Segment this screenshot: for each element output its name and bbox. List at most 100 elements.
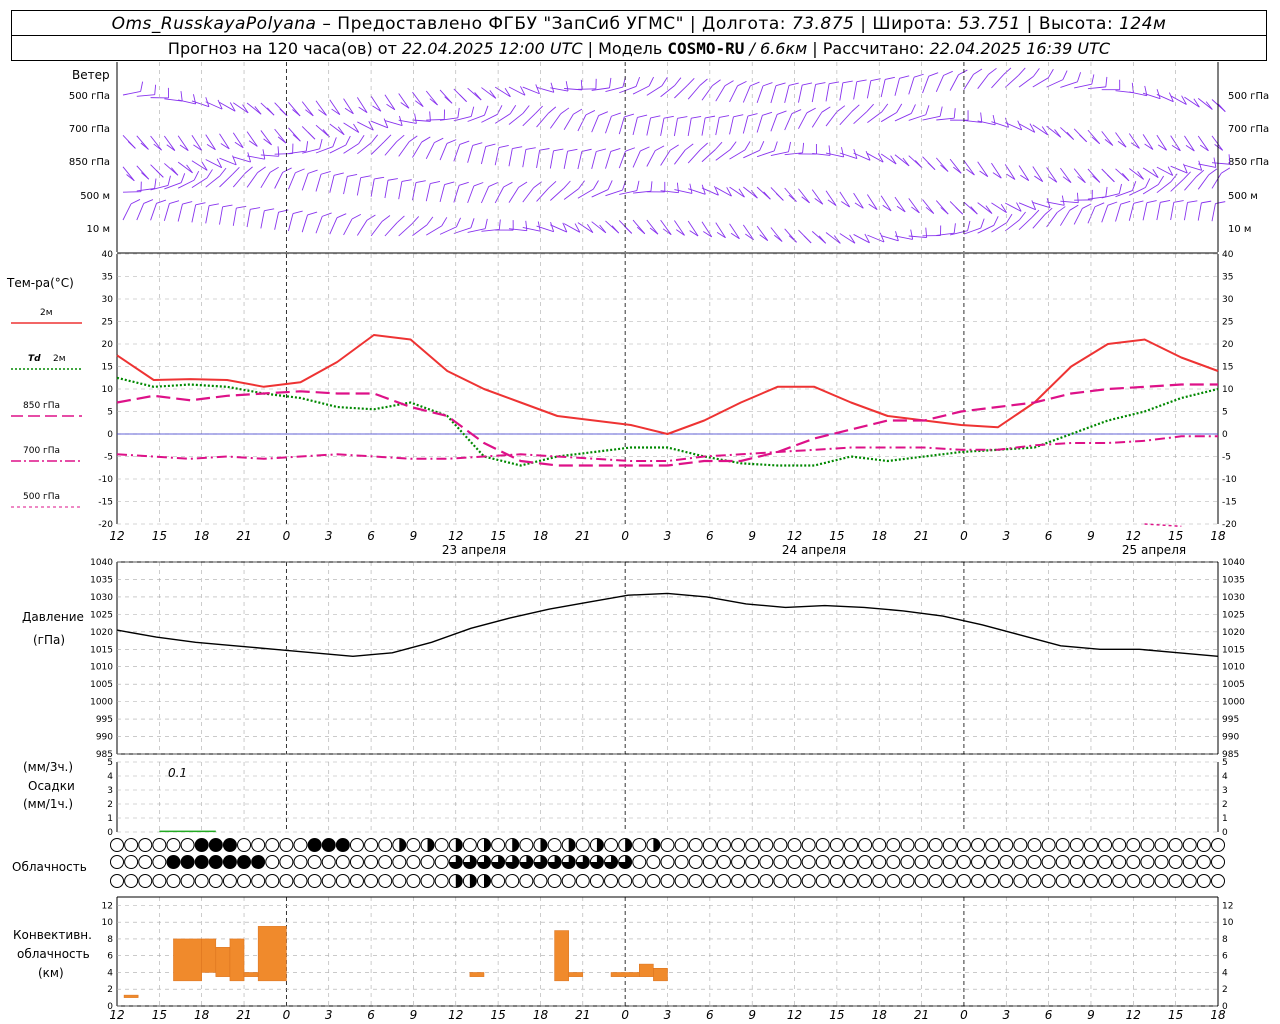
wind-barb-shaft xyxy=(1184,96,1200,108)
cloud-circle xyxy=(956,838,971,852)
wind-barb-feather xyxy=(232,166,240,175)
forecast-time: 22.04.2025 12:00 UTC xyxy=(401,39,583,58)
pressure-tick-label-right: 990 xyxy=(1222,733,1239,743)
temp-tick-label-right: -20 xyxy=(1222,520,1237,530)
wind-barb-feather xyxy=(686,77,695,86)
conv-bar xyxy=(639,963,654,977)
bottom-x-tick-label: 9 xyxy=(1087,1008,1095,1022)
wind-barb-shaft xyxy=(908,198,920,214)
wind-barb-feather xyxy=(663,115,674,119)
precip-tick-label: 0 xyxy=(107,828,113,838)
wind-barb-shaft xyxy=(522,187,534,203)
pressure-tick-label: 1015 xyxy=(90,645,113,655)
cloud-circle xyxy=(985,838,1000,852)
cloud-circle xyxy=(1126,874,1141,888)
wind-barb-feather xyxy=(550,222,555,232)
bottom-x-tick-label: 12 xyxy=(109,1008,124,1022)
wind-barb-feather xyxy=(801,196,810,204)
wind-barb-shaft xyxy=(673,118,678,137)
wind-barb-shaft xyxy=(384,222,398,237)
wind-barb-shaft xyxy=(1087,206,1096,224)
wind-barb-shaft xyxy=(715,222,726,239)
wind-barb-shaft xyxy=(329,175,335,193)
wind-barb-feather xyxy=(1105,186,1108,197)
wind-barb-feather xyxy=(374,176,385,180)
wind-barb-shaft xyxy=(246,102,262,115)
cloud-circle xyxy=(1154,874,1169,888)
conv-title-2: облачность xyxy=(17,947,90,961)
cloud-circle xyxy=(985,855,1000,869)
cloud-circle xyxy=(900,838,915,852)
cloud-fill xyxy=(469,874,477,888)
cloud-circle xyxy=(1196,855,1211,869)
wind-barb-shaft xyxy=(150,135,162,151)
cloud-fill xyxy=(540,838,547,852)
wind-barb-shaft xyxy=(743,149,760,159)
wind-barb-shaft xyxy=(825,232,841,244)
wind-barb-shaft xyxy=(522,86,540,95)
wind-barb-feather xyxy=(143,199,154,204)
wind-barb-feather xyxy=(504,88,511,97)
wind-barb-feather xyxy=(351,213,362,220)
wind-barb-feather xyxy=(307,131,316,140)
cloud-circle xyxy=(844,838,858,852)
cloud-circle xyxy=(674,838,689,852)
wind-barb-feather xyxy=(635,76,641,87)
cloud-fill xyxy=(427,838,435,852)
wind-barb-shaft xyxy=(825,83,830,102)
cloud-circle xyxy=(731,838,746,852)
wind-barb-shaft xyxy=(701,149,716,163)
wind-barb-feather xyxy=(610,148,621,152)
wind-barb-shaft xyxy=(839,152,858,160)
cloud-circle xyxy=(886,874,901,888)
pressure-tick-label-right: 1020 xyxy=(1222,628,1245,638)
wind-barb-feather xyxy=(563,180,571,189)
wind-barb-shaft xyxy=(219,174,233,188)
wind-barb-shaft xyxy=(343,176,348,195)
precip-tick-label: 5 xyxy=(107,758,113,768)
conv-bar xyxy=(173,938,202,982)
wind-barb-feather xyxy=(565,81,569,92)
wind-barb-feather xyxy=(716,231,726,239)
cloud-circle xyxy=(378,874,393,888)
temp-x-tick-label: 6 xyxy=(1045,529,1053,543)
wind-barb-shaft xyxy=(136,94,155,97)
cloud-circle xyxy=(815,838,830,852)
wind-barb-feather xyxy=(208,203,219,207)
wind-barb-shaft xyxy=(522,149,527,168)
wind-barb-feather xyxy=(548,181,557,189)
pressure-line xyxy=(116,592,1219,658)
wind-barb-shaft xyxy=(549,113,562,129)
wind-barb-shaft xyxy=(632,85,650,95)
wind-barb-feather xyxy=(939,106,943,117)
temp-x-tick-label: 0 xyxy=(621,529,629,543)
wind-barb-shaft xyxy=(853,111,868,124)
wind-barb-feather xyxy=(411,216,420,225)
cloud-circle xyxy=(773,874,788,888)
temp-x-tick-label: 0 xyxy=(960,529,968,543)
cloud-fill xyxy=(336,838,350,852)
conv-tick-label-right: 12 xyxy=(1222,901,1233,911)
wind-barb-shaft xyxy=(508,112,524,125)
wind-barb-feather xyxy=(1132,181,1137,191)
legend-td-italic: Td xyxy=(28,354,41,364)
cloud-circle xyxy=(364,874,379,888)
wind-barb-feather xyxy=(815,82,826,85)
wind-barb-feather xyxy=(441,217,448,227)
wind-barb-feather xyxy=(943,70,953,76)
wind-barb-shaft xyxy=(219,101,236,112)
wind-barb-feather xyxy=(1047,68,1054,79)
cloud-fill xyxy=(534,855,547,869)
wind-barb-shaft xyxy=(177,161,193,174)
wind-barb-feather xyxy=(1006,213,1013,223)
wind-barb-shaft xyxy=(288,172,296,190)
wind-barb-feather xyxy=(775,82,786,87)
temp-tick-label: 35 xyxy=(102,273,113,283)
wind-level-label: 700 гПа xyxy=(69,124,110,135)
wind-barb-feather xyxy=(624,226,633,234)
wind-barb-feather xyxy=(953,108,956,119)
cloud-circle xyxy=(914,838,929,852)
wind-barb-shaft xyxy=(1087,86,1106,90)
wind-barb-feather xyxy=(599,224,607,234)
temp-tick-label: 15 xyxy=(102,363,113,373)
